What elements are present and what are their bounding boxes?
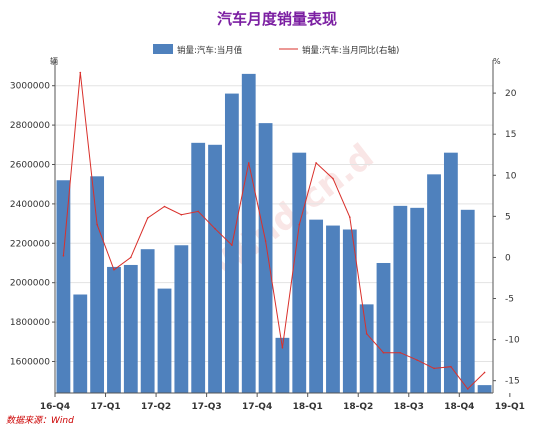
x-ticks: 16-Q4 17-Q1 17-Q2 17-Q3 17-Q4 18-Q1 18-Q2 18-Q3… (40, 393, 525, 412)
y-right-ticks: 20 15 10 5 0 -5 -10 -15 (493, 89, 520, 387)
line-point (298, 223, 301, 226)
x-tick-label: 18-Q4 (444, 402, 474, 412)
line-point (180, 213, 183, 216)
line-point (214, 227, 216, 230)
x-tick-label: 17-Q2 (141, 402, 171, 412)
y-left-tick-label: 3000000 (10, 82, 50, 92)
line-point (264, 240, 267, 242)
y-right-tick-label: 0 (505, 253, 511, 263)
x-tick-label: 18-Q2 (343, 402, 373, 412)
line-point (163, 205, 166, 208)
y-left-tick-label: 2600000 (10, 160, 50, 170)
line-point (113, 268, 115, 271)
bar (157, 288, 172, 393)
y-left-tick-label: 1600000 (10, 357, 50, 367)
bar (410, 207, 425, 393)
bar (443, 152, 458, 393)
line-point (450, 365, 452, 368)
line-point (281, 347, 284, 349)
line-point (349, 216, 351, 218)
line-point (399, 351, 402, 354)
legend-line-label: 销量:汽车:当月同比(右轴) (302, 45, 399, 56)
line-point (433, 367, 435, 370)
line-point (197, 210, 199, 213)
x-tick-label: 17-Q1 (90, 402, 120, 412)
bar (258, 123, 273, 394)
line-point (382, 351, 385, 354)
y-left-unit: 辆 (50, 56, 58, 66)
bar (208, 144, 222, 393)
x-tick-label: 17-Q4 (242, 402, 272, 412)
line-point (315, 162, 317, 164)
bar (191, 142, 206, 393)
chart-title: 汽车月度销量表现 (217, 10, 337, 28)
bar (107, 266, 121, 393)
y-right-tick-label: -5 (505, 295, 514, 305)
legend-bar-label: 销量:汽车:当月值 (177, 45, 243, 56)
y-right-tick-label: 5 (505, 212, 511, 222)
legend: 销量:汽车:当月值 销量:汽车:当月同比(右轴) (153, 44, 399, 56)
source-note: 数据来源：Wind (6, 415, 74, 426)
bar (292, 152, 307, 393)
line-point (247, 162, 250, 164)
y-right-tick-label: -10 (505, 336, 520, 346)
bar (427, 174, 441, 393)
y-left-tick-label: 2400000 (10, 200, 50, 210)
bar (241, 73, 256, 393)
line-point (96, 223, 98, 226)
line-series (62, 71, 486, 390)
bar (56, 180, 71, 393)
x-tick-label: 17-Q3 (192, 402, 222, 412)
yoy-line (62, 72, 485, 390)
y-left-ticks: 1600000 1800000 2000000 2200000 2400000 26000… (10, 82, 55, 367)
bar (123, 264, 138, 393)
axes (54, 60, 494, 394)
line-point (79, 71, 82, 74)
line-point (466, 388, 469, 390)
x-tick-label: 16-Q4 (40, 402, 70, 412)
x-tick-label: 18-Q3 (394, 402, 424, 412)
line-point (483, 371, 486, 374)
y-right-unit: % (493, 57, 501, 66)
line-point (332, 177, 334, 180)
line-point (416, 359, 418, 361)
y-left-tick-label: 2800000 (10, 121, 50, 131)
bar (359, 304, 374, 393)
x-tick-label: 19-Q1 (495, 402, 525, 412)
y-left-tick-label: 1800000 (10, 318, 50, 328)
y-right-tick-label: -15 (505, 377, 520, 387)
bar (309, 219, 324, 393)
bar (90, 176, 105, 393)
line-point (130, 256, 132, 259)
bar (477, 385, 492, 393)
y-left-tick-label: 2000000 (10, 279, 50, 289)
line-point (146, 217, 149, 219)
y-right-tick-label: 20 (505, 89, 517, 99)
bar (140, 249, 155, 393)
bar (342, 229, 357, 393)
y-left-tick-label: 2200000 (10, 239, 50, 249)
bar (326, 225, 340, 393)
y-right-tick-label: 10 (505, 171, 517, 181)
bar (174, 245, 189, 393)
line-point (231, 244, 233, 246)
line-point (62, 254, 65, 257)
y-right-tick-label: 15 (505, 130, 516, 140)
bar (460, 209, 475, 393)
bar (73, 294, 88, 393)
line-point (365, 333, 368, 335)
bar (376, 262, 391, 393)
bar (393, 205, 408, 393)
x-tick-label: 18-Q1 (293, 402, 323, 412)
legend-bar-swatch (153, 44, 173, 54)
bar (275, 337, 290, 393)
